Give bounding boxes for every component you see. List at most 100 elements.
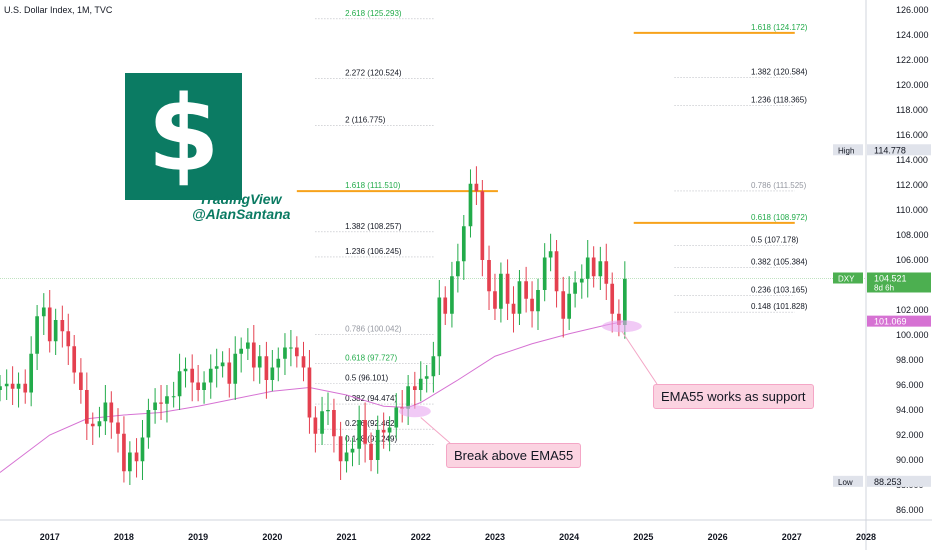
y-tick-label: 102.000 [896,305,929,315]
candle-body [214,366,219,369]
price-axis-badge [867,144,931,156]
candle-body [369,443,373,460]
candle-body [610,283,615,314]
x-tick-label: 2020 [262,532,282,542]
candle-body [561,291,566,319]
x-tick-label: 2024 [559,532,579,542]
y-tick-label: 126.000 [896,5,929,15]
candle-body [437,297,442,357]
candle-body [591,257,596,277]
candle-body [140,437,145,462]
candle-body [499,273,503,309]
candle-body [424,376,429,379]
x-tick-label: 2025 [633,532,653,542]
candle-body [573,282,577,294]
candle-body [387,427,392,433]
candle-body [622,278,627,325]
candle-body [0,386,2,390]
candle-body [109,402,114,423]
candle-body [4,383,9,387]
candle-body [220,362,225,367]
candle-body [251,342,256,368]
candle-body [524,281,528,299]
candle-body [294,347,299,357]
fib-level-label: 2.272 (120.524) [345,68,402,77]
price-axis-badge-value: 114.778 [874,145,906,155]
candle-body [10,383,15,389]
y-tick-label: 118.000 [896,105,928,115]
candle-body [338,436,343,462]
candle-body [443,297,448,314]
candle-body [301,356,306,368]
candle-body [350,448,355,453]
x-tick-label: 2027 [782,532,802,542]
fib-level-label: 1.618 (124.172) [751,23,808,32]
y-tick-label: 112.000 [896,180,928,190]
candle-body [276,358,281,368]
candle-body [548,251,553,258]
candle-body [394,407,399,428]
price-axis-badge-sub: 8d 6h [874,283,894,292]
fib-level-label: 0.236 (103.165) [751,285,808,294]
candle-body [418,378,423,390]
y-tick-label: 90.000 [896,455,924,465]
candle-body [320,411,324,434]
x-tick-label: 2021 [337,532,357,542]
price-axis-badge [867,315,931,327]
candle-body [264,356,269,380]
candle-body [90,423,95,427]
candle-body [450,276,454,314]
candle-body [103,402,108,422]
fib-level-label: 0.5 (96.101) [345,374,388,383]
y-tick-label: 124.000 [896,30,929,40]
candle-body [363,420,367,444]
candle-body [122,433,126,472]
fib-level-label: 0.5 (107.178) [751,235,799,244]
fib-level-label: 2 (116.775) [345,115,386,124]
candle-body [289,347,293,349]
symbol-tag [833,272,863,284]
x-tick-label: 2022 [411,532,431,542]
x-tick-label: 2017 [40,532,60,542]
candle-body [530,298,534,312]
candle-body [171,396,176,398]
candle-body [474,183,479,192]
y-tick-label: 86.000 [896,505,924,515]
candle-body [257,356,262,368]
candle-body [554,251,559,292]
candle-body [431,356,436,377]
candle-body [60,320,65,332]
breakout-callout-pointer [420,417,451,444]
candle-body [313,417,318,434]
candle-body [72,346,77,373]
x-tick-label: 2028 [856,532,876,542]
extreme-tag [833,144,863,156]
candle-body [23,383,28,393]
candle-body [375,430,380,460]
price-axis-badge-value: 88.253 [874,477,902,487]
extreme-tag-label: High [838,146,854,155]
ema55-line [0,320,625,473]
candle-body [116,422,120,434]
y-tick-label: 122.000 [896,55,929,65]
candle-body [134,452,139,462]
candle-body [239,348,244,354]
candle-body [97,421,102,427]
breakout-highlight [398,405,431,418]
dollar-sign-glyph: $ [147,73,220,195]
breakout-callout[interactable]: Break above EMA55 [446,443,582,468]
y-tick-label: 100.000 [896,330,929,340]
candle-body [307,367,312,418]
support-callout[interactable]: EMA55 works as support [653,384,814,409]
price-axis-badge-value: 101.069 [874,317,907,327]
candle-body [202,382,206,390]
candle-body [153,402,157,410]
candle-body [505,273,510,304]
chart-title: U.S. Dollar Index, 1M, TVC [4,5,113,15]
candle-body [146,410,151,438]
candle-body [47,307,52,342]
candle-body [579,278,584,283]
x-tick-label: 2018 [114,532,134,542]
candle-body [84,390,89,424]
